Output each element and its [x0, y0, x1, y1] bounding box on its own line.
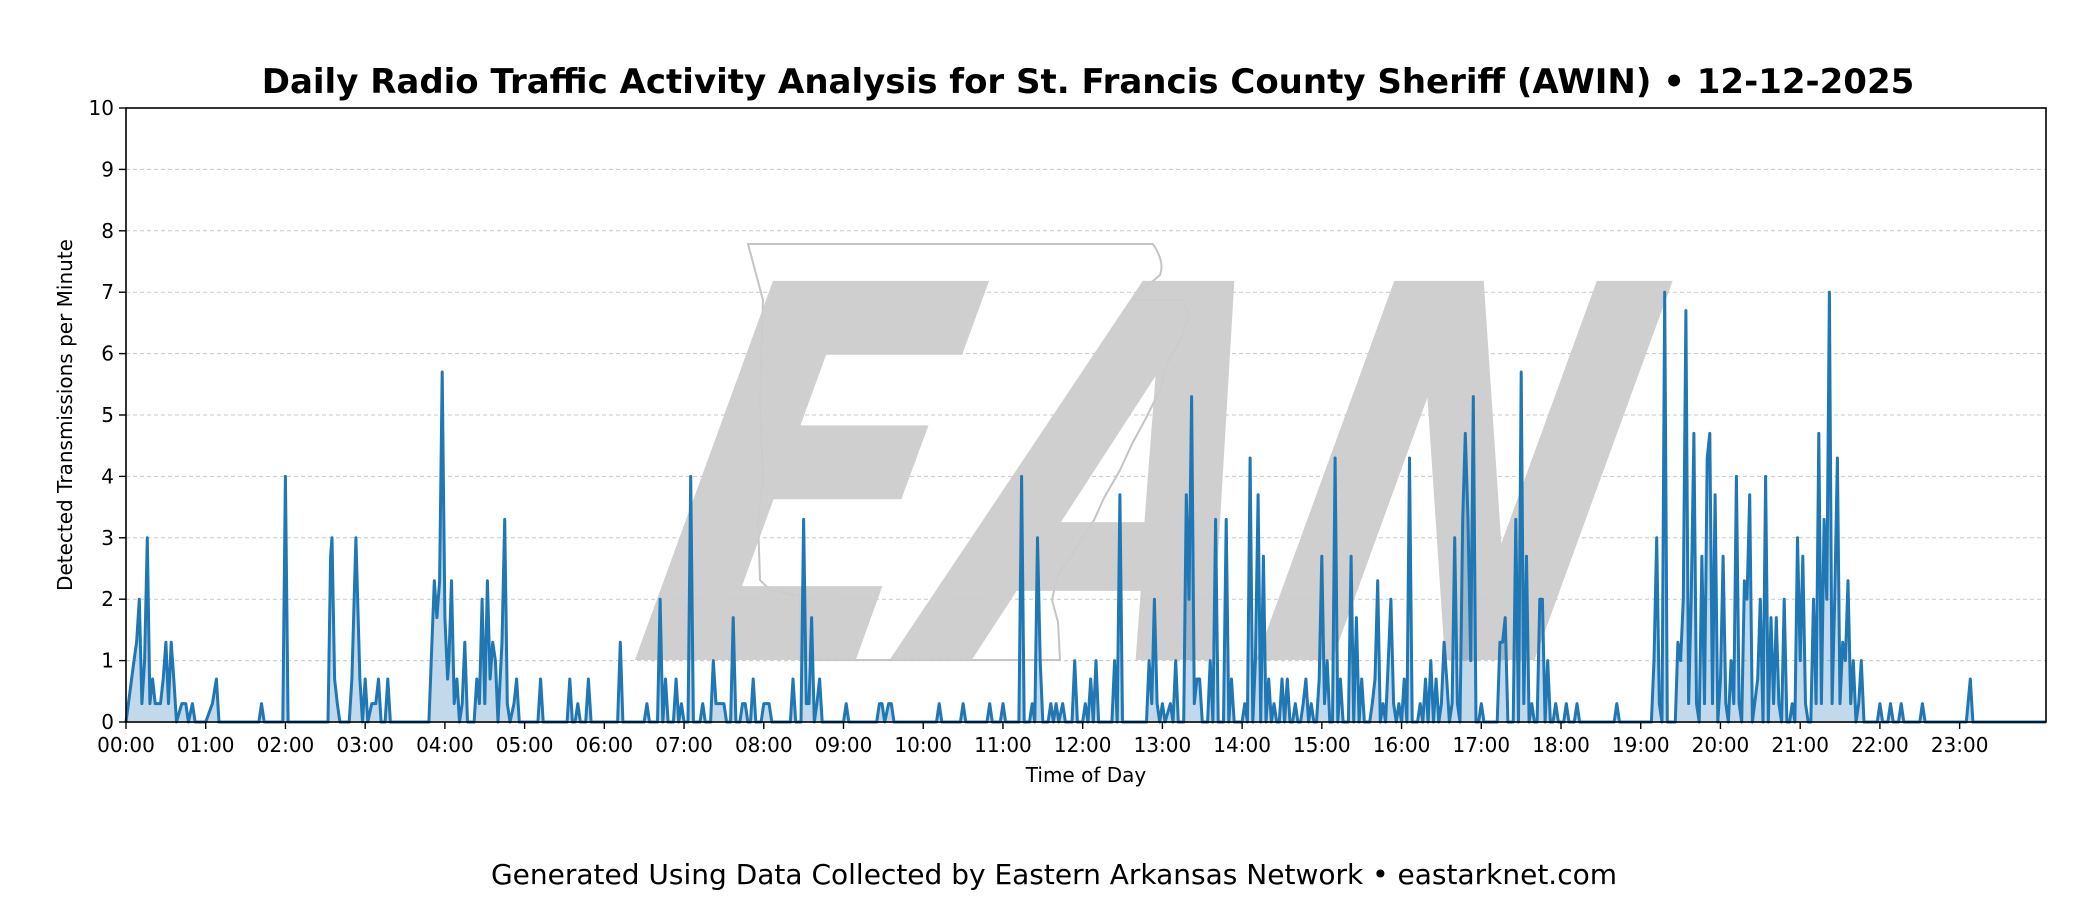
- chart-title: Daily Radio Traffic Activity Analysis fo…: [262, 62, 1915, 102]
- y-tick-label: 6: [101, 342, 114, 366]
- x-tick-label: 03:00: [336, 733, 394, 757]
- y-tick-label: 9: [101, 157, 114, 181]
- x-tick-label: 20:00: [1692, 733, 1750, 757]
- x-tick-label: 10:00: [894, 733, 952, 757]
- y-tick-label: 1: [101, 649, 114, 673]
- x-tick-label: 19:00: [1612, 733, 1670, 757]
- x-tick-label: 15:00: [1293, 733, 1351, 757]
- x-tick-label: 13:00: [1134, 733, 1192, 757]
- y-tick-label: 5: [101, 403, 114, 427]
- x-tick-label: 12:00: [1054, 733, 1112, 757]
- y-tick-label: 3: [101, 526, 114, 550]
- y-tick-label: 10: [89, 96, 114, 120]
- x-tick-label: 02:00: [257, 733, 315, 757]
- x-tick-label: 01:00: [177, 733, 235, 757]
- y-tick-label: 8: [101, 219, 114, 243]
- y-axis: 0 1 2 3 4 5 6 7 8 9 10: [89, 96, 126, 734]
- gridlines: [126, 168, 2046, 662]
- x-tick-label: 06:00: [576, 733, 634, 757]
- x-tick-label: 11:00: [974, 733, 1032, 757]
- x-tick-label: 23:00: [1931, 733, 1989, 757]
- x-tick-label: 00:00: [97, 733, 155, 757]
- y-tick-label: 4: [101, 464, 114, 488]
- y-tick-label: 7: [101, 280, 114, 304]
- footer-source-text: Generated Using Data Collected by Easter…: [491, 858, 1617, 891]
- x-tick-label: 04:00: [416, 733, 474, 757]
- x-tick-label: 18:00: [1532, 733, 1590, 757]
- x-tick-label: 16:00: [1373, 733, 1431, 757]
- x-tick-label: 21:00: [1771, 733, 1829, 757]
- x-axis-label: Time of Day: [1025, 763, 1147, 787]
- x-tick-label: 08:00: [735, 733, 793, 757]
- arkansas-outline-watermark: [746, 243, 1191, 661]
- y-tick-label: 2: [101, 587, 114, 611]
- x-tick-label: 22:00: [1851, 733, 1909, 757]
- y-axis-label: Detected Transmissions per Minute: [53, 239, 77, 591]
- x-tick-label: 14:00: [1213, 733, 1271, 757]
- x-tick-label: 07:00: [655, 733, 713, 757]
- x-tick-label: 09:00: [815, 733, 873, 757]
- x-tick-label: 17:00: [1452, 733, 1510, 757]
- x-tick-label: 05:00: [496, 733, 554, 757]
- x-axis: 00:00 01:00 02:00 03:00 04:00 05:00 06:00 07:00…: [97, 722, 1988, 757]
- y-tick-label: 0: [101, 710, 114, 734]
